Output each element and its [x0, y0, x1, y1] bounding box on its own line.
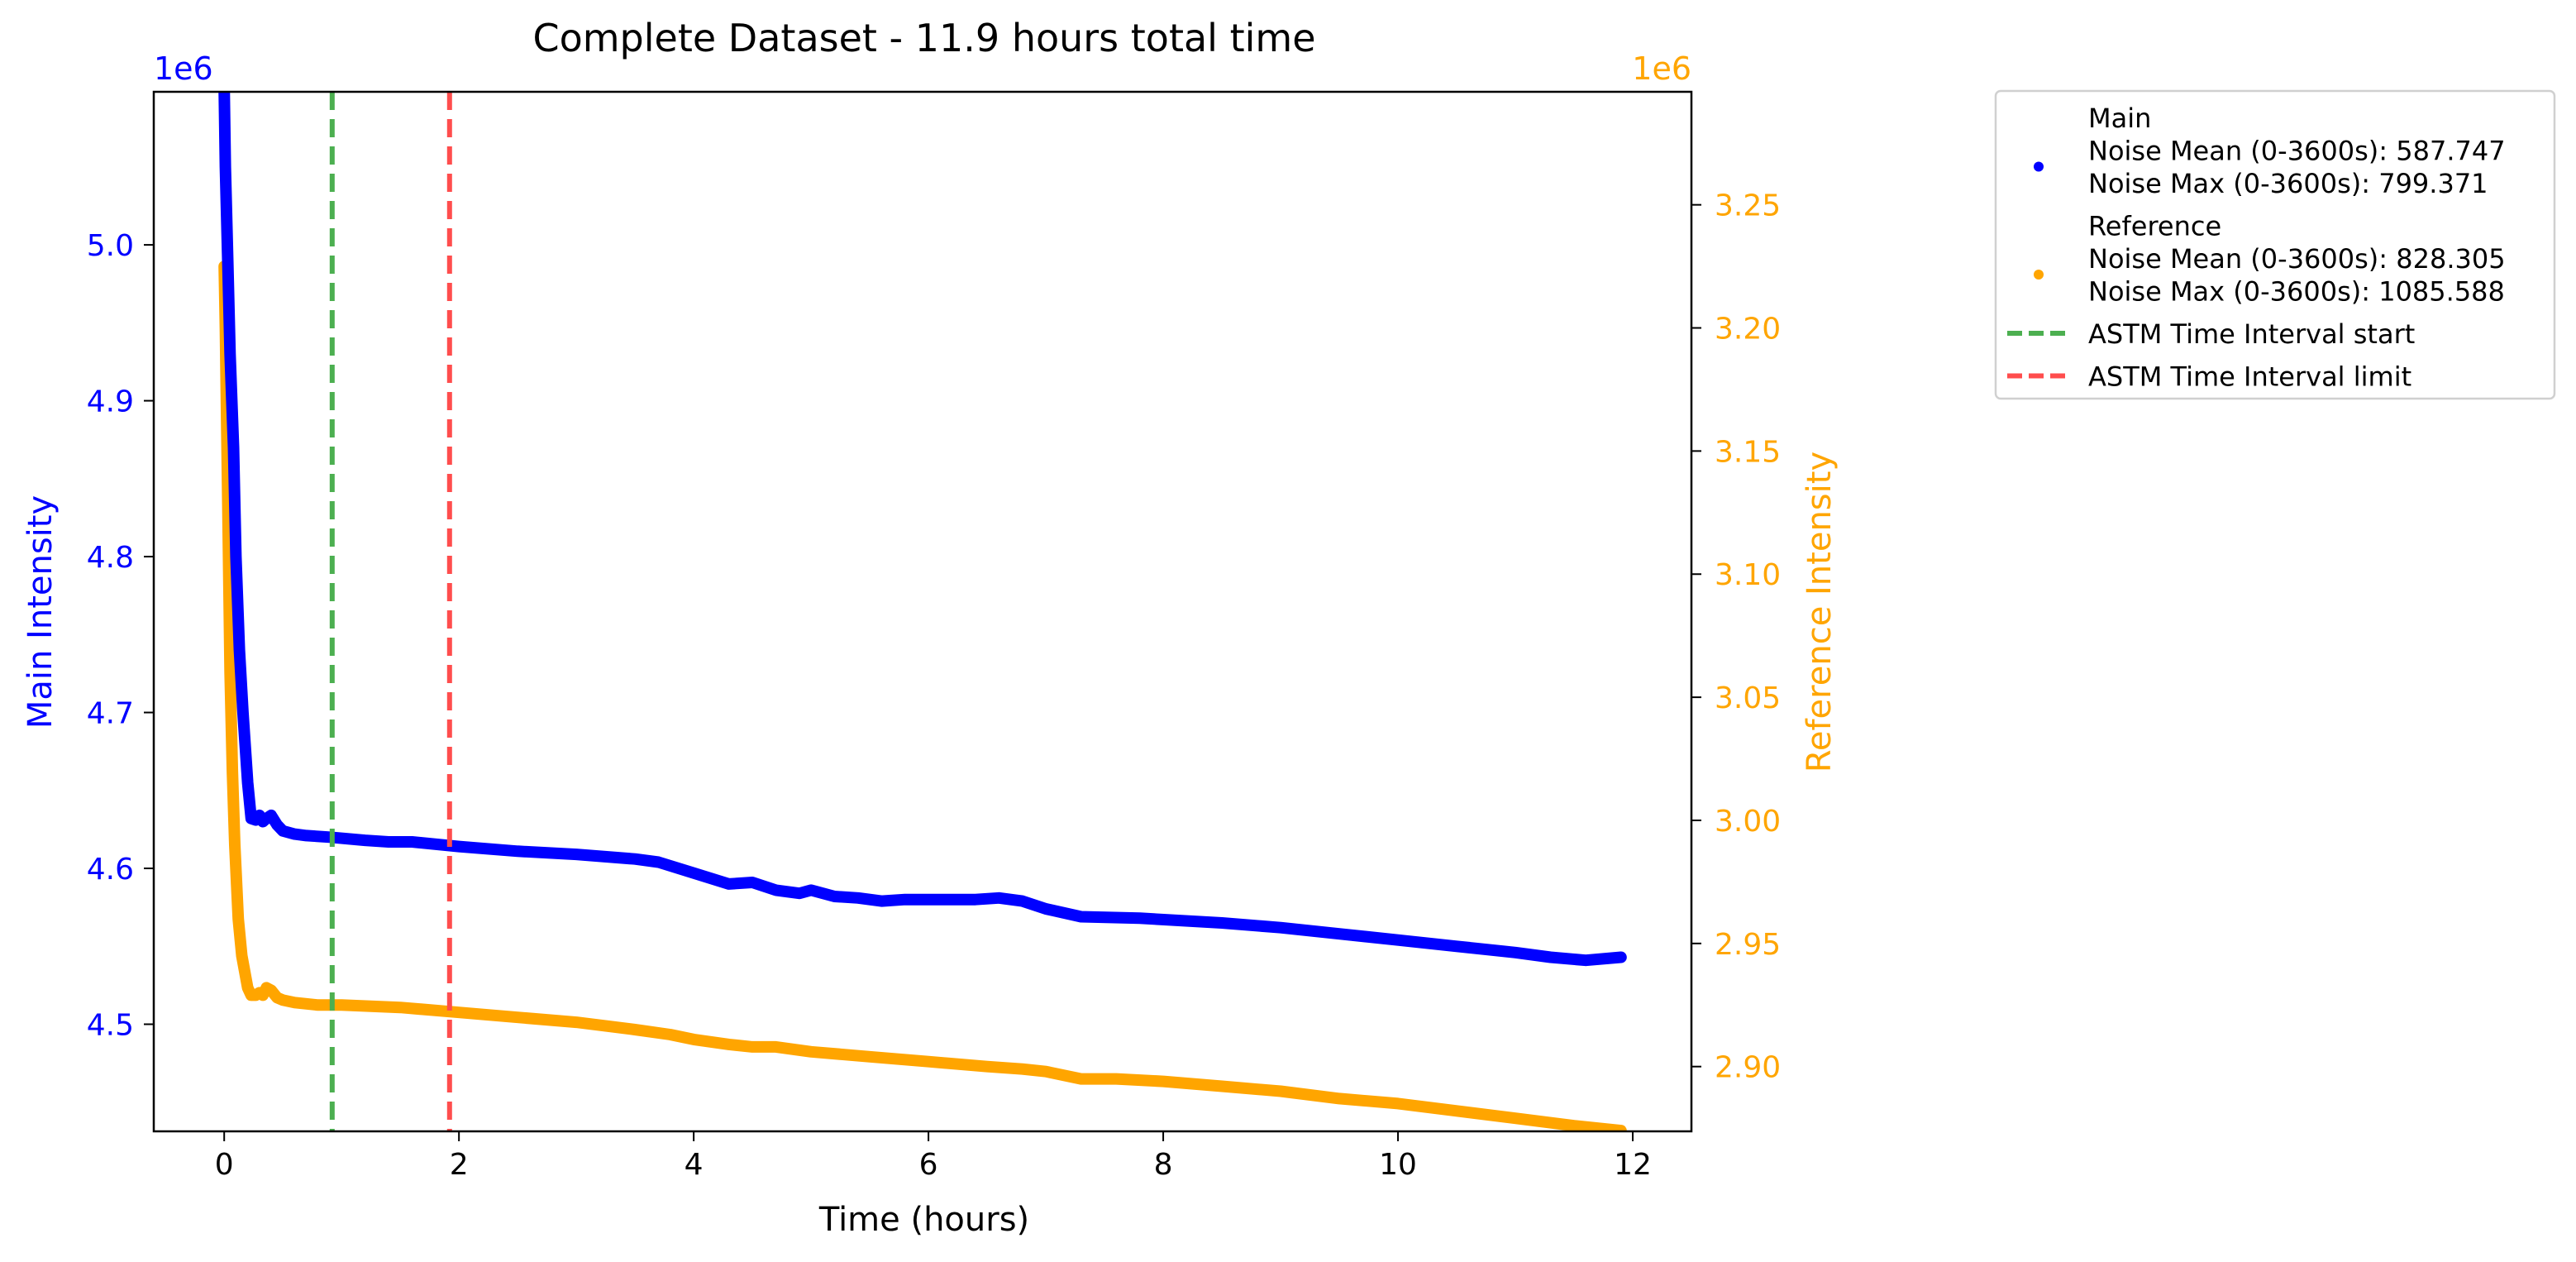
legend-text: ASTM Time Interval start: [2088, 318, 2415, 350]
legend-text: Noise Max (0-3600s): 799.371: [2088, 168, 2488, 199]
x-tick-label: 10: [1379, 1148, 1417, 1182]
y-right-tick-label: 3.05: [1715, 681, 1781, 715]
y-left-tick-label: 4.5: [87, 1009, 134, 1043]
y-right-tick-label: 3.00: [1715, 805, 1781, 839]
y-left-tick-label: 4.7: [87, 697, 134, 731]
x-tick-label: 4: [685, 1148, 704, 1182]
x-tick-label: 0: [215, 1148, 234, 1182]
y-left-tick-label: 4.8: [87, 541, 134, 575]
axis-ticks: 0 2 4 6 8 10 12 4.5 4.6 4.7 4.8 4.9 5.0 2.90 2.95 3.00 3…: [87, 189, 1781, 1182]
right-axis-multiplier: 1e6: [1632, 50, 1691, 87]
y-right-tick-label: 3.15: [1715, 435, 1781, 469]
plot-area: [218, 92, 1627, 1131]
x-tick-label: 6: [919, 1148, 938, 1182]
plot-frame: [152, 90, 1693, 1133]
legend-text: Noise Mean (0-3600s): 828.305: [2088, 243, 2506, 275]
x-axis-label: Time (hours): [818, 1201, 1029, 1239]
y-right-tick-label: 3.10: [1715, 558, 1781, 592]
y-right-tick-label: 3.20: [1715, 313, 1781, 347]
y-right-tick-label: 2.95: [1715, 928, 1781, 962]
legend-marker: [2034, 270, 2044, 280]
x-tick-label: 12: [1614, 1148, 1652, 1182]
legend-box: [1994, 89, 2556, 400]
legend-text: Main: [2088, 103, 2151, 134]
legend-text: ASTM Time Interval limit: [2088, 361, 2411, 393]
chart-title: Complete Dataset - 11.9 hours total time: [532, 16, 1315, 60]
legend-text: Noise Mean (0-3600s): 587.747: [2088, 136, 2506, 167]
main-series-line: [218, 92, 1627, 967]
legend-text: Noise Max (0-3600s): 1085.588: [2088, 276, 2505, 308]
x-tick-label: 8: [1154, 1148, 1173, 1182]
legend-marker: [2034, 161, 2044, 172]
y-axis-left-label: Main Intensity: [21, 495, 60, 729]
y-left-tick-label: 4.6: [87, 853, 134, 887]
x-tick-label: 2: [450, 1148, 469, 1182]
left-axis-multiplier: 1e6: [154, 50, 213, 87]
y-left-tick-label: 5.0: [87, 229, 134, 263]
y-right-tick-label: 3.25: [1715, 189, 1781, 223]
reference-series-line: [218, 261, 1627, 1131]
y-left-tick-label: 4.9: [87, 385, 134, 419]
y-right-tick-label: 2.90: [1715, 1051, 1781, 1085]
legend-text: Reference: [2088, 211, 2221, 242]
y-axis-right-label: Reference Intensity: [1801, 452, 1839, 772]
